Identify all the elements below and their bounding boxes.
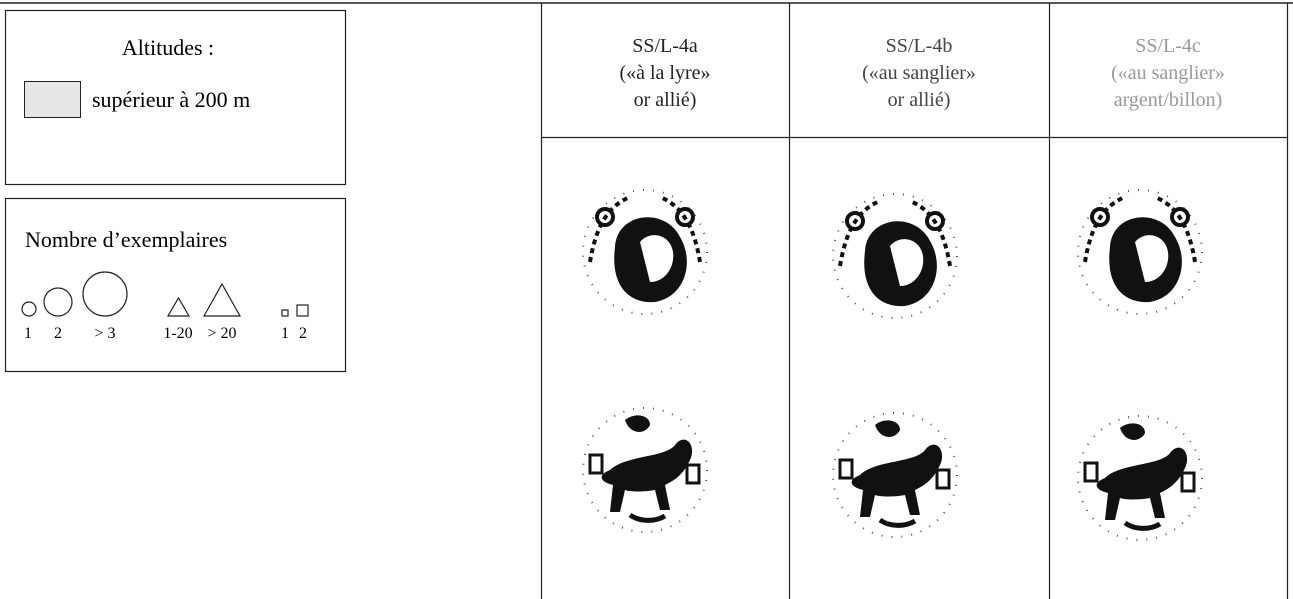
legend-label: > 20	[207, 325, 236, 342]
legend-label: 2	[299, 325, 307, 342]
legend-label: 1-20	[163, 325, 192, 342]
column-header: SS/L-4b	[886, 35, 953, 57]
column-header: argent/billon)	[1114, 89, 1223, 111]
table-grid	[540, 3, 1289, 599]
coin-obverse	[831, 192, 959, 320]
coin-obverse	[1076, 188, 1204, 316]
column-header: («au sanglier»	[862, 62, 976, 84]
legend-item: supérieur à 200 m	[92, 87, 250, 112]
column-header: or allié)	[888, 89, 951, 111]
legend-box	[4, 197, 347, 373]
column-header: («au sanglier»	[1111, 62, 1225, 84]
legend-symbols	[21, 271, 309, 317]
column-header: or allié)	[634, 89, 697, 111]
column-header: SS/L-4a	[632, 35, 698, 57]
coin-reverse	[833, 413, 957, 537]
coin-reverse	[583, 408, 707, 532]
legend-title: Altitudes :	[122, 35, 214, 60]
legend-box	[4, 9, 347, 186]
legend-title: Nombre d’exemplaires	[25, 227, 227, 252]
legend-label: 2	[54, 325, 62, 342]
column-header: («à la lyre»	[619, 62, 710, 84]
legend-label: 1	[281, 325, 289, 342]
legend-swatch	[24, 81, 81, 118]
column-header: SS/L-4c	[1135, 35, 1201, 57]
coin-obverse	[581, 188, 709, 316]
coin-reverse	[1078, 416, 1202, 540]
legend-label: 1	[24, 325, 32, 342]
legend-label: > 3	[94, 325, 115, 342]
